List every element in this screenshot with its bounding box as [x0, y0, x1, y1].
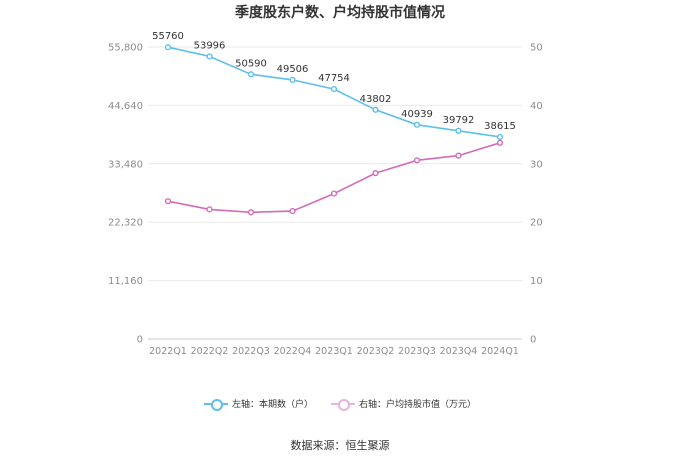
data-point-avg-holding-value [496, 139, 504, 146]
data-label: 55760 [152, 31, 184, 42]
left-axis-tick-label: 0 [137, 335, 143, 346]
x-axis-tick-label: 2022Q2 [191, 346, 229, 357]
legend-label-left: 左轴：本期数（户） [231, 400, 313, 410]
x-axis-tick-label: 2023Q2 [357, 346, 395, 357]
legend-swatch-right [331, 398, 355, 411]
data-point-households [289, 76, 296, 84]
data-label: 53996 [194, 40, 226, 51]
x-axis-tick-label: 2023Q1 [315, 346, 353, 357]
x-axis-tick-label: 2024Q1 [481, 346, 519, 357]
legend: 左轴：本期数（户） 右轴：户均持股市值（万元） [0, 397, 680, 411]
data-point-households [330, 86, 338, 93]
right-axis-tick-label: 40 [530, 101, 543, 112]
left-axis-tick-label: 33,480 [108, 159, 143, 170]
x-axis-tick-label: 2023Q3 [398, 346, 436, 357]
data-point-households [496, 133, 504, 141]
legend-label-right: 右轴：户均持股市值（万元） [359, 400, 477, 410]
x-axis-tick-label: 2022Q1 [149, 346, 187, 357]
left-axis-tick-label: 11,160 [108, 276, 143, 287]
data-point-avg-holding-value [330, 190, 338, 197]
legend-swatch-left [203, 398, 228, 411]
data-point-households [206, 53, 213, 60]
data-point-households [372, 106, 379, 113]
right-axis-tick-label: 30 [530, 159, 543, 170]
line-chart: 0 0 11,160 10 22,320 20 33,480 30 44,640 40 55,800… [108, 31, 543, 357]
data-point-households [164, 44, 172, 51]
right-axis-tick-label: 50 [530, 43, 543, 54]
left-axis-tick-label: 22,320 [108, 218, 143, 229]
right-axis-tick-label: 10 [530, 276, 543, 287]
data-point-avg-holding-value [247, 209, 255, 216]
data-label: 49506 [277, 64, 309, 75]
legend-item-left-series[interactable]: 左轴：本期数（户） [203, 397, 313, 411]
data-label: 47754 [318, 73, 350, 84]
data-label: 39792 [443, 115, 475, 126]
data-point-avg-holding-value [289, 208, 296, 215]
data-point-households [455, 127, 462, 134]
data-point-avg-holding-value [206, 206, 213, 213]
chart-title: 季度股东户数、户均持股市值情况 [235, 5, 445, 21]
data-point-avg-holding-value [164, 198, 172, 205]
left-axis-tick-label: 44,640 [108, 101, 143, 112]
data-point-avg-holding-value [455, 152, 462, 159]
data-point-avg-holding-value [413, 157, 421, 164]
right-axis-tick-label: 0 [530, 335, 536, 346]
data-label: 43802 [360, 94, 392, 105]
data-label: 40939 [401, 109, 433, 120]
data-point-households [247, 71, 255, 78]
legend-item-right-series[interactable]: 右轴：户均持股市值（万元） [331, 397, 477, 411]
data-source: 数据来源：恒生聚源 [290, 439, 390, 452]
series-line-avg-holding-value [167, 142, 501, 214]
right-axis-tick-label: 20 [530, 218, 543, 229]
data-label: 38615 [484, 121, 516, 132]
x-axis-tick-label: 2023Q4 [440, 346, 478, 357]
data-point-households [413, 121, 421, 128]
data-point-avg-holding-value [372, 170, 379, 177]
x-axis-tick-label: 2022Q4 [274, 346, 312, 357]
data-label: 50590 [235, 58, 267, 69]
x-axis-tick-label: 2022Q3 [232, 346, 270, 357]
left-axis-tick-label: 55,800 [108, 43, 143, 54]
